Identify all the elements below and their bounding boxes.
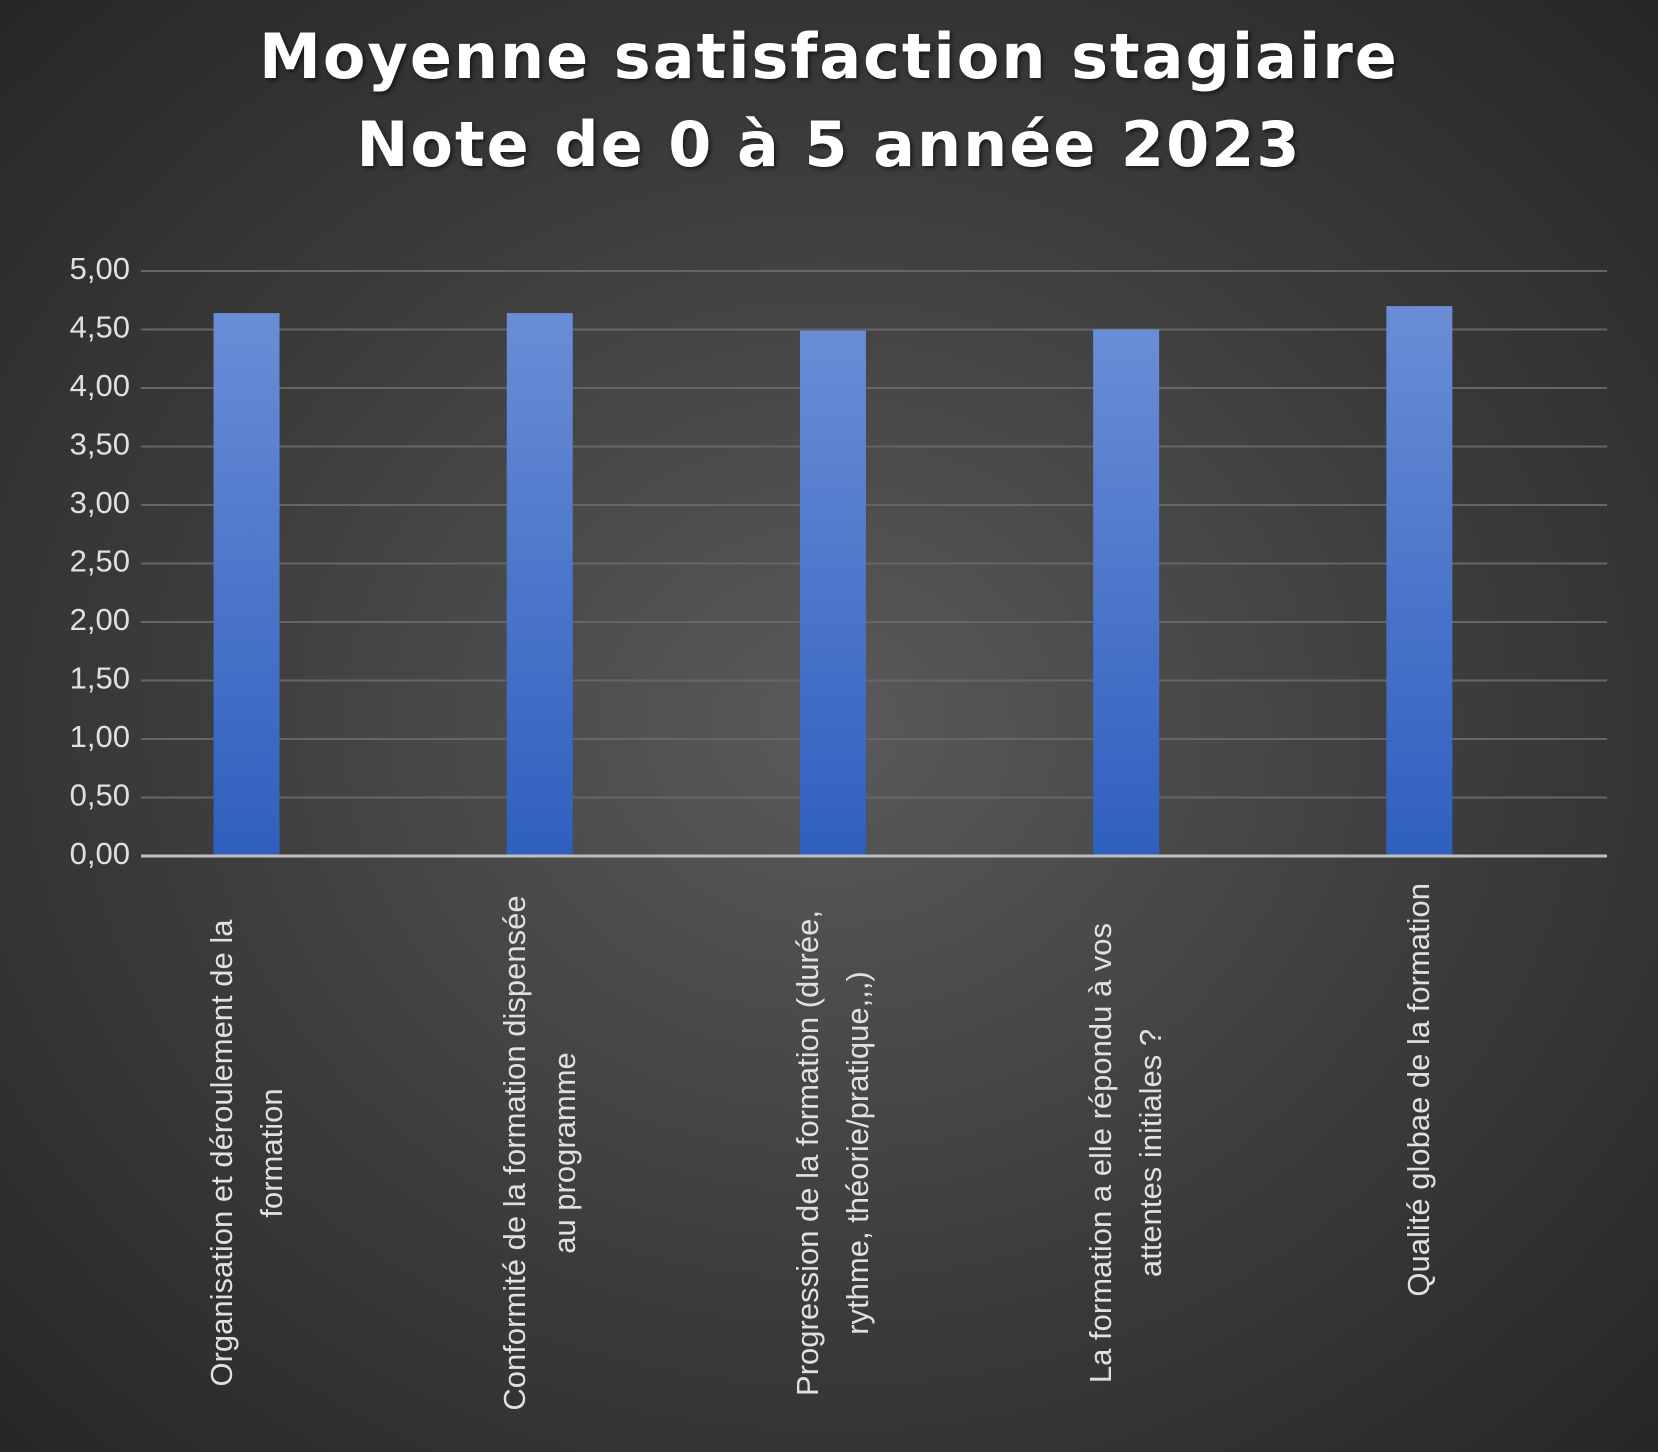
bar [799,330,866,856]
bar [1386,306,1453,857]
y-tick-label: 0,50 [70,778,130,813]
y-tick-label: 3,00 [70,485,130,520]
chart-title: Moyenne satisfaction stagiaire [259,20,1399,93]
x-tick-label: La formation a elle répondu à vos attent… [1083,922,1169,1384]
y-tick-label: 4,00 [70,368,130,403]
x-tick-label: Qualité globae de la formation [1401,883,1437,1297]
y-tick-label: 4,50 [70,310,130,345]
y-tick-label: 1,00 [70,719,130,754]
bar [506,313,573,856]
y-tick-label: 2,50 [70,544,130,579]
x-tick-label: Conformité de la formation dispensée au … [496,895,582,1411]
chart-subtitle: Note de 0 à 5 année 2023 [356,108,1302,181]
y-tick-label: 5,00 [70,251,130,286]
y-tick-label: 2,00 [70,602,130,637]
x-tick-label: Organisation et déroulement de la format… [203,919,289,1387]
y-tick-label: 3,50 [70,427,130,462]
x-tick-label: Progression de la formation (durée, ryth… [789,910,875,1396]
y-tick-label: 0,00 [70,836,130,871]
bar [213,313,280,856]
y-tick-label: 1,50 [70,661,130,696]
bar [1093,329,1160,856]
